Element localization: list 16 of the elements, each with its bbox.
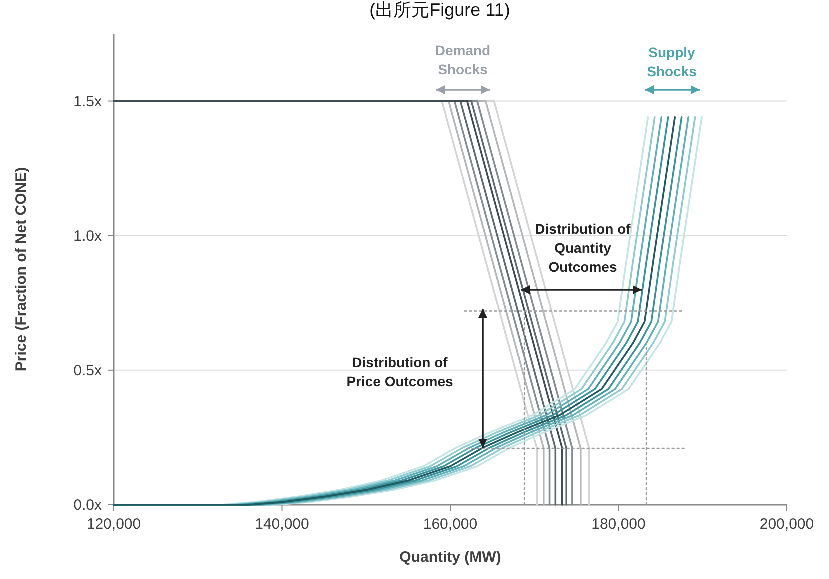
annotation: Demand Shocks [435, 42, 491, 78]
x-tick-label: 160,000 [423, 516, 478, 533]
x-tick-label: 120,000 [86, 516, 142, 533]
y-axis-title: Price (Fraction of Net CONE) [13, 167, 30, 372]
x-axis-title: Quantity (MW) [400, 549, 502, 566]
y-tick-label: 0.0x [74, 496, 102, 514]
x-tick-label: 140,000 [255, 516, 310, 533]
annotation: Distribution of Quantity Outcomes [535, 221, 632, 275]
x-tick-label: 200,000 [760, 516, 814, 533]
y-tick-label: 1.0x [74, 227, 102, 244]
annotation: Distribution of Price Outcomes [346, 354, 454, 390]
x-tick-label: 180,000 [592, 516, 646, 533]
chart-title: (出所元Figure 11) [370, 0, 510, 20]
y-tick-label: 0.5x [74, 362, 102, 379]
y-tick-label: 1.5x [74, 92, 102, 110]
annotation: Supply Shocks [647, 44, 698, 80]
